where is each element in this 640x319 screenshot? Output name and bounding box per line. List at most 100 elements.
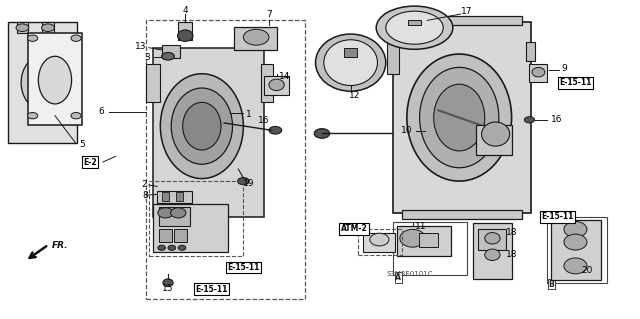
Bar	[174, 229, 187, 242]
Ellipse shape	[400, 229, 426, 247]
Ellipse shape	[407, 54, 511, 181]
Ellipse shape	[178, 245, 186, 250]
Text: 18: 18	[506, 228, 517, 237]
Text: 20: 20	[581, 266, 593, 275]
Ellipse shape	[481, 122, 509, 146]
Ellipse shape	[158, 208, 173, 218]
Text: 1: 1	[246, 110, 252, 119]
Ellipse shape	[71, 35, 81, 41]
Ellipse shape	[484, 233, 500, 244]
Text: 16: 16	[258, 116, 269, 125]
Bar	[163, 192, 169, 201]
Ellipse shape	[38, 56, 72, 104]
Bar	[153, 204, 228, 252]
Text: 14: 14	[279, 72, 291, 81]
Bar	[8, 22, 77, 143]
Text: 5: 5	[79, 140, 84, 149]
Text: S3M3E0101C: S3M3E0101C	[386, 271, 433, 278]
Ellipse shape	[158, 245, 166, 250]
Ellipse shape	[16, 24, 29, 32]
Bar	[387, 36, 399, 74]
Text: A: A	[396, 273, 401, 282]
Text: 13: 13	[136, 42, 147, 51]
Ellipse shape	[564, 221, 587, 237]
Bar	[408, 20, 421, 25]
Ellipse shape	[564, 258, 587, 274]
Text: E-2: E-2	[83, 158, 97, 167]
Ellipse shape	[269, 79, 284, 91]
Bar	[162, 45, 179, 58]
Text: E-15-11: E-15-11	[559, 78, 591, 87]
Ellipse shape	[168, 245, 175, 250]
Bar	[547, 217, 607, 283]
Text: 6: 6	[98, 108, 104, 116]
Bar	[157, 191, 192, 203]
Ellipse shape	[376, 6, 453, 49]
Ellipse shape	[161, 74, 243, 179]
Text: 7: 7	[266, 10, 272, 19]
Ellipse shape	[314, 129, 330, 138]
Text: 3: 3	[144, 53, 150, 62]
Ellipse shape	[524, 117, 534, 123]
Ellipse shape	[171, 208, 186, 218]
Bar	[529, 64, 547, 82]
Ellipse shape	[243, 29, 269, 45]
Bar	[178, 22, 192, 40]
Bar	[402, 210, 522, 219]
Bar	[358, 229, 402, 255]
Bar	[159, 207, 189, 226]
Ellipse shape	[420, 67, 499, 168]
Bar	[394, 22, 531, 213]
Text: FR.: FR.	[52, 241, 68, 250]
Text: E-15-11: E-15-11	[227, 263, 260, 272]
Text: E-15-11: E-15-11	[195, 285, 228, 293]
Ellipse shape	[564, 234, 587, 250]
Bar	[264, 76, 289, 95]
Text: 2: 2	[141, 181, 147, 189]
Text: 19: 19	[243, 179, 254, 188]
Bar	[402, 16, 522, 25]
Bar	[551, 220, 601, 280]
Text: 15: 15	[163, 284, 174, 293]
Text: 16: 16	[550, 115, 562, 124]
Bar	[149, 181, 243, 256]
Bar	[28, 33, 82, 125]
Bar	[147, 64, 161, 102]
Bar	[176, 192, 182, 201]
Text: 18: 18	[506, 250, 517, 259]
Bar	[476, 124, 511, 155]
Bar	[344, 48, 357, 56]
Bar	[478, 229, 506, 250]
Bar	[159, 229, 172, 242]
Bar	[394, 222, 467, 275]
Ellipse shape	[28, 113, 38, 119]
Ellipse shape	[21, 56, 63, 110]
Ellipse shape	[370, 233, 389, 246]
Ellipse shape	[162, 52, 174, 60]
Ellipse shape	[434, 84, 484, 151]
Ellipse shape	[163, 279, 173, 286]
Ellipse shape	[237, 178, 249, 185]
Bar	[397, 226, 451, 256]
Text: ATM-2: ATM-2	[340, 224, 367, 233]
Ellipse shape	[42, 24, 54, 32]
Bar	[42, 22, 54, 33]
Ellipse shape	[316, 34, 386, 91]
Bar	[364, 233, 396, 252]
Bar	[473, 223, 511, 278]
Text: 17: 17	[461, 7, 472, 16]
Bar	[234, 27, 277, 50]
Ellipse shape	[386, 11, 444, 44]
Bar	[419, 233, 438, 247]
Ellipse shape	[269, 126, 282, 134]
Text: 12: 12	[349, 91, 361, 100]
Text: B: B	[548, 279, 554, 289]
Ellipse shape	[28, 35, 38, 41]
Text: E-15-11: E-15-11	[541, 212, 573, 221]
Text: 4: 4	[182, 6, 188, 15]
Ellipse shape	[172, 88, 232, 164]
Text: 8: 8	[142, 190, 148, 200]
Ellipse shape	[182, 102, 221, 150]
Bar	[261, 64, 273, 102]
Bar	[525, 42, 535, 61]
